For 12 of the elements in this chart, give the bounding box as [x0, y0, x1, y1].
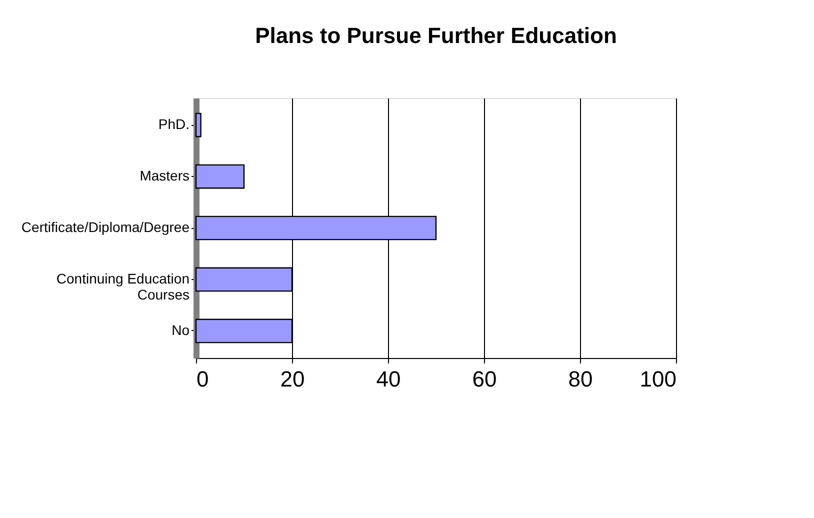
y-tick-label: No: [172, 322, 190, 338]
x-tick-label: 60: [472, 366, 497, 392]
x-tick-label: 80: [568, 366, 593, 392]
chart-title: Plans to Pursue Further Education: [255, 23, 617, 48]
y-tick-label: Certificate/Diploma/Degree: [21, 219, 190, 235]
x-tick-label: 100: [640, 366, 676, 392]
x-tick-label: 20: [280, 366, 305, 392]
y-tick-label: Continuing Education Courses: [56, 270, 190, 302]
y-tick-label: PhD.: [158, 116, 190, 132]
x-tick-label: 0: [196, 366, 209, 392]
x-tick-label: 40: [376, 366, 401, 392]
y-tick-label: Masters: [140, 168, 190, 184]
